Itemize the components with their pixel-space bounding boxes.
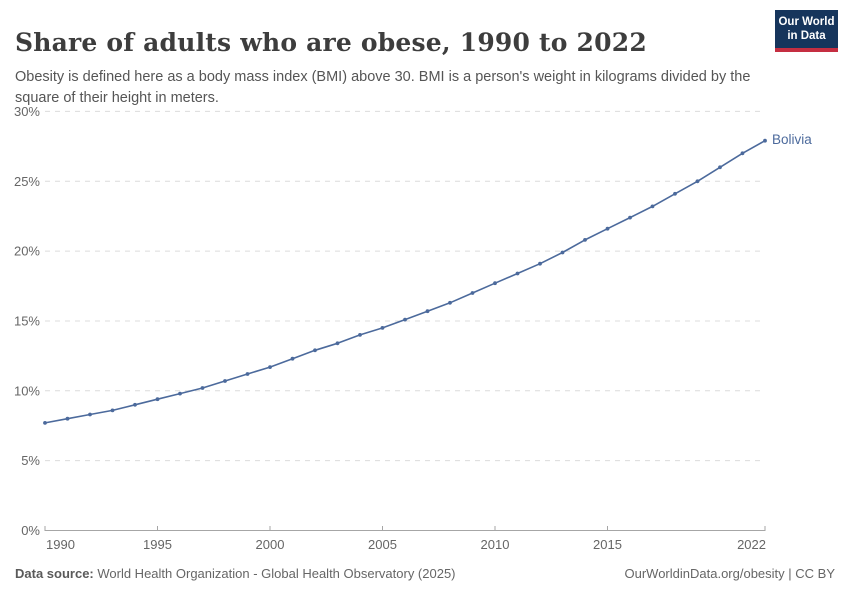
data-point-bolivia-2012[interactable] (538, 261, 542, 266)
data-point-bolivia-2009[interactable] (470, 291, 475, 295)
y-tick-label-25: 25% (14, 174, 40, 189)
data-source-label: Data source: (15, 566, 94, 581)
data-point-bolivia-2020[interactable] (718, 165, 722, 170)
data-point-bolivia-2011[interactable] (515, 271, 520, 276)
data-point-bolivia-2019[interactable] (695, 179, 700, 184)
data-point-bolivia-2006[interactable] (403, 317, 407, 322)
data-point-bolivia-2015[interactable] (605, 226, 610, 231)
data-point-bolivia-2021[interactable] (740, 151, 745, 156)
data-point-bolivia-1997[interactable] (200, 386, 205, 390)
data-point-bolivia-2007[interactable] (425, 309, 430, 314)
owid-logo[interactable]: Our World in Data (775, 10, 838, 52)
data-point-bolivia-2018[interactable] (673, 191, 677, 196)
data-point-bolivia-1990[interactable] (43, 421, 47, 425)
data-point-bolivia-1995[interactable] (155, 397, 160, 402)
data-point-bolivia-2016[interactable] (628, 215, 632, 220)
x-tick-label-1995: 1995 (143, 537, 172, 552)
data-source-note: Data source: World Health Organization -… (15, 566, 456, 581)
data-point-bolivia-1994[interactable] (133, 402, 137, 407)
x-tick-label-1990: 1990 (46, 537, 75, 552)
data-point-bolivia-2022[interactable] (763, 138, 767, 143)
chart-footer: Data source: World Health Organization -… (0, 566, 850, 581)
y-tick-label-30: 30% (14, 104, 40, 119)
data-point-bolivia-2008[interactable] (448, 300, 452, 305)
line-series-bolivia[interactable] (44, 139, 766, 424)
data-point-bolivia-2013[interactable] (560, 250, 565, 255)
data-source-text: World Health Organization - Global Healt… (93, 566, 456, 581)
y-tick-label-0: 0% (21, 523, 40, 538)
chart-title: Share of adults who are obese, 1990 to 2… (15, 27, 647, 57)
data-point-bolivia-1993[interactable] (110, 408, 115, 413)
data-point-bolivia-1996[interactable] (178, 391, 182, 396)
x-tick-label-2010: 2010 (481, 537, 510, 552)
data-point-bolivia-1991[interactable] (65, 416, 70, 421)
data-point-bolivia-2004[interactable] (358, 333, 362, 337)
data-point-bolivia-2014[interactable] (583, 238, 587, 242)
y-tick-label-15: 15% (14, 313, 40, 328)
license-note[interactable]: OurWorldinData.org/obesity | CC BY (624, 566, 836, 581)
x-tick-label-2015: 2015 (593, 537, 622, 552)
data-point-bolivia-1999[interactable] (245, 372, 250, 376)
y-tick-label-10: 10% (14, 383, 40, 398)
y-tick-label-20: 20% (14, 244, 40, 259)
data-point-bolivia-1998[interactable] (223, 379, 227, 383)
data-point-bolivia-2017[interactable] (650, 204, 655, 209)
data-point-bolivia-2003[interactable] (335, 341, 340, 346)
y-tick-label-5: 5% (21, 453, 40, 468)
series-label-bolivia[interactable]: Bolivia (772, 131, 812, 147)
data-point-bolivia-1992[interactable] (88, 412, 92, 417)
data-point-bolivia-2002[interactable] (313, 348, 317, 353)
data-point-bolivia-2000[interactable] (268, 365, 272, 369)
data-point-bolivia-2001[interactable] (290, 356, 295, 361)
data-point-bolivia-2010[interactable] (493, 281, 497, 286)
chart-subtitle: Obesity is defined here as a body mass i… (15, 68, 751, 106)
x-tick-label-2005: 2005 (368, 537, 397, 552)
x-tick-label-2000: 2000 (256, 537, 285, 552)
x-tick-label-2022: 2022 (737, 537, 766, 552)
data-point-bolivia-2005[interactable] (380, 326, 385, 330)
owid-logo-text: Our World in Data (778, 15, 835, 42)
